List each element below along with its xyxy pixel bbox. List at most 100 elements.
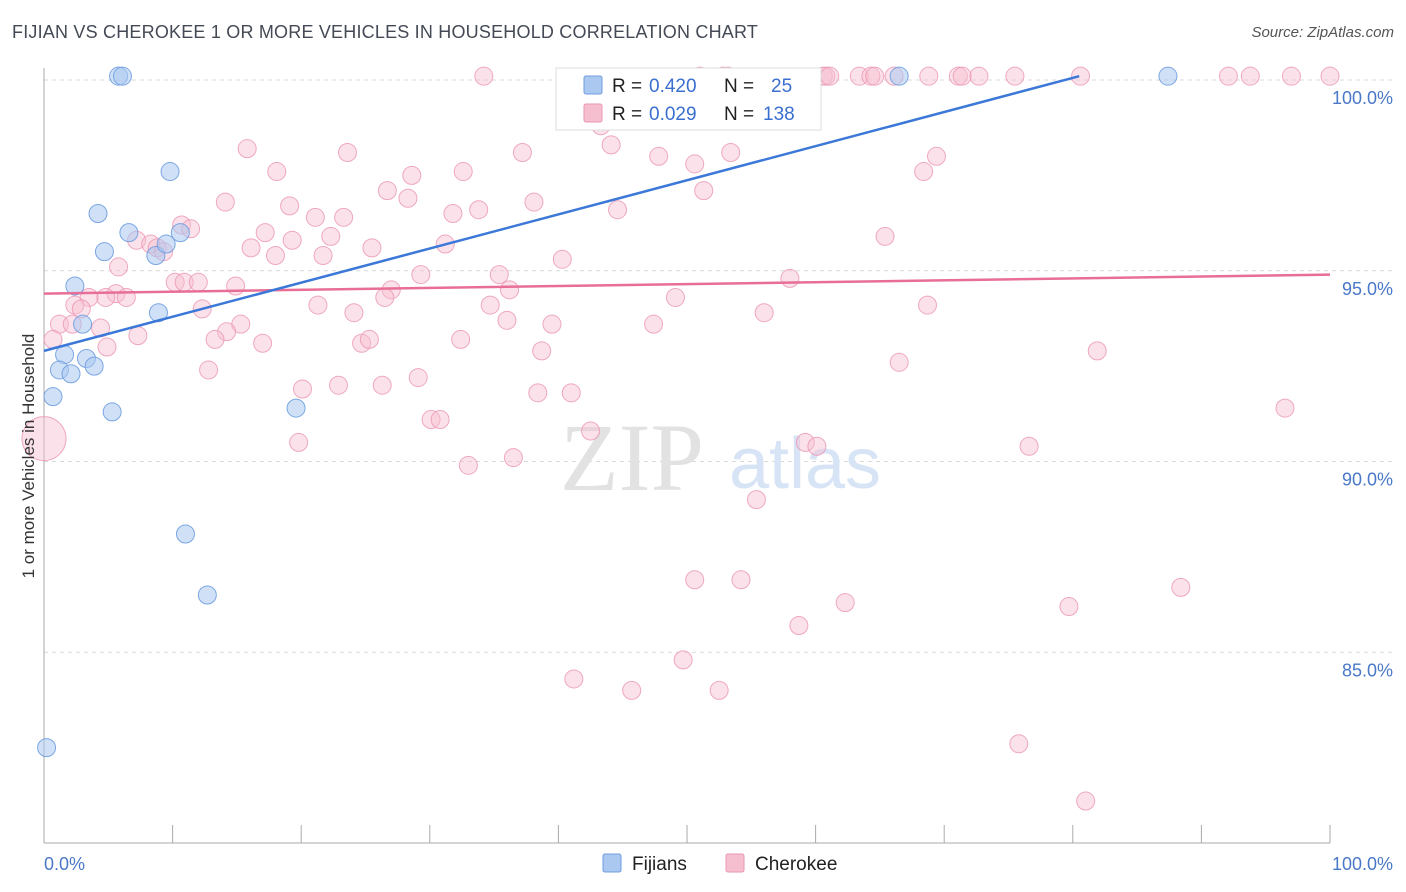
cherokee-point	[1241, 67, 1259, 85]
fijian-r-label: R =	[612, 76, 642, 97]
cherokee-point	[431, 411, 449, 429]
cherokee-point	[821, 67, 839, 85]
cherokee-point	[412, 266, 430, 284]
fijian-point	[198, 586, 216, 604]
y-tick-label: 100.0%	[1332, 88, 1393, 108]
cherokee-point	[281, 197, 299, 215]
cherokee-point	[470, 201, 488, 219]
cherokee-r-value: 0.029	[649, 104, 697, 125]
cherokee-point	[1172, 578, 1190, 596]
cherokee-point	[927, 147, 945, 165]
cherokee-point	[399, 189, 417, 207]
cherokee-point	[481, 296, 499, 314]
cherokee-point	[562, 384, 580, 402]
cherokee-n-label: N =	[724, 104, 754, 125]
cherokee-point	[1321, 67, 1339, 85]
cherokee-point	[543, 315, 561, 333]
cherokee-point	[283, 231, 301, 249]
cherokee-point	[200, 361, 218, 379]
cherokee-point	[1010, 735, 1028, 753]
scatter-chart: ZIP atlas 85.0%90.0%95.0%100.0% 0.0% 100…	[0, 0, 1406, 892]
y-tick-label: 90.0%	[1342, 470, 1393, 490]
cherokee-point	[501, 281, 519, 299]
cherokee-point	[650, 147, 668, 165]
x-axis-ticks	[44, 825, 1330, 843]
fijians-legend-swatch	[603, 854, 621, 872]
fijian-point	[287, 399, 305, 417]
cherokee-point	[206, 330, 224, 348]
cherokee-point	[409, 369, 427, 387]
cherokee-point	[836, 594, 854, 612]
cherokee-point	[338, 143, 356, 161]
fijian-point	[176, 525, 194, 543]
cherokee-point	[876, 227, 894, 245]
fijian-point	[85, 357, 103, 375]
cherokee-legend-swatch-bottom	[726, 854, 744, 872]
cherokee-point	[915, 163, 933, 181]
cherokee-point	[216, 193, 234, 211]
fijians-legend-label: Fijians	[632, 854, 687, 875]
cherokee-legend-swatch	[584, 104, 602, 122]
cherokee-point	[1006, 67, 1024, 85]
cherokee-point	[710, 681, 728, 699]
cherokee-point	[808, 437, 826, 455]
fijian-point	[95, 243, 113, 261]
cherokee-point	[403, 166, 421, 184]
cherokee-point	[695, 182, 713, 200]
cherokee-point	[98, 338, 116, 356]
cherokee-point	[256, 224, 274, 242]
fijian-point	[74, 315, 92, 333]
cherokee-point	[242, 239, 260, 257]
cherokee-point	[314, 246, 332, 264]
cherokee-point	[1276, 399, 1294, 417]
y-axis-label: 1 or more Vehicles in Household	[19, 334, 38, 579]
cherokee-point	[454, 163, 472, 181]
cherokee-point	[335, 208, 353, 226]
cherokee-point	[322, 227, 340, 245]
cherokee-point	[329, 376, 347, 394]
cherokee-point	[790, 617, 808, 635]
stats-legend: R = 0.420 N = 25 R = 0.029 N = 138	[556, 68, 821, 130]
cherokee-point	[722, 143, 740, 161]
cherokee-point	[623, 681, 641, 699]
cherokee-point	[268, 163, 286, 181]
fijian-point	[890, 67, 908, 85]
x-tick-label-min: 0.0%	[44, 854, 85, 874]
cherokee-point	[747, 491, 765, 509]
cherokee-point	[565, 670, 583, 688]
cherokee-n-value: 138	[763, 104, 795, 125]
cherokee-point	[266, 246, 284, 264]
cherokee-point	[345, 304, 363, 322]
cherokee-point	[866, 67, 884, 85]
cherokee-point	[444, 205, 462, 223]
fijian-point	[157, 235, 175, 253]
y-axis-tick-labels: 85.0%90.0%95.0%100.0%	[1332, 88, 1393, 680]
cherokee-point	[1072, 67, 1090, 85]
cherokee-point	[504, 449, 522, 467]
cherokee-point	[498, 311, 516, 329]
cherokee-point	[674, 651, 692, 669]
x-tick-label-max: 100.0%	[1332, 854, 1393, 874]
cherokee-point	[360, 330, 378, 348]
cherokee-point	[1020, 437, 1038, 455]
cherokee-point	[378, 182, 396, 200]
cherokee-point	[890, 353, 908, 371]
fijian-point	[62, 365, 80, 383]
cherokee-point	[755, 304, 773, 322]
series-legend: Fijians Cherokee	[603, 854, 837, 875]
fijian-n-label: N =	[724, 76, 754, 97]
fijian-point	[89, 205, 107, 223]
cherokee-point	[602, 136, 620, 154]
cherokee-point	[475, 67, 493, 85]
cherokee-point	[525, 193, 543, 211]
cherokee-point	[129, 327, 147, 345]
cherokee-point	[97, 288, 115, 306]
y-tick-label: 95.0%	[1342, 279, 1393, 299]
cherokee-legend-label: Cherokee	[755, 854, 837, 875]
watermark: ZIP atlas	[560, 404, 881, 511]
cherokee-point	[290, 433, 308, 451]
cherokee-point	[1077, 792, 1095, 810]
cherokee-r-label: R =	[612, 104, 642, 125]
cherokee-point	[293, 380, 311, 398]
cherokee-point	[513, 143, 531, 161]
